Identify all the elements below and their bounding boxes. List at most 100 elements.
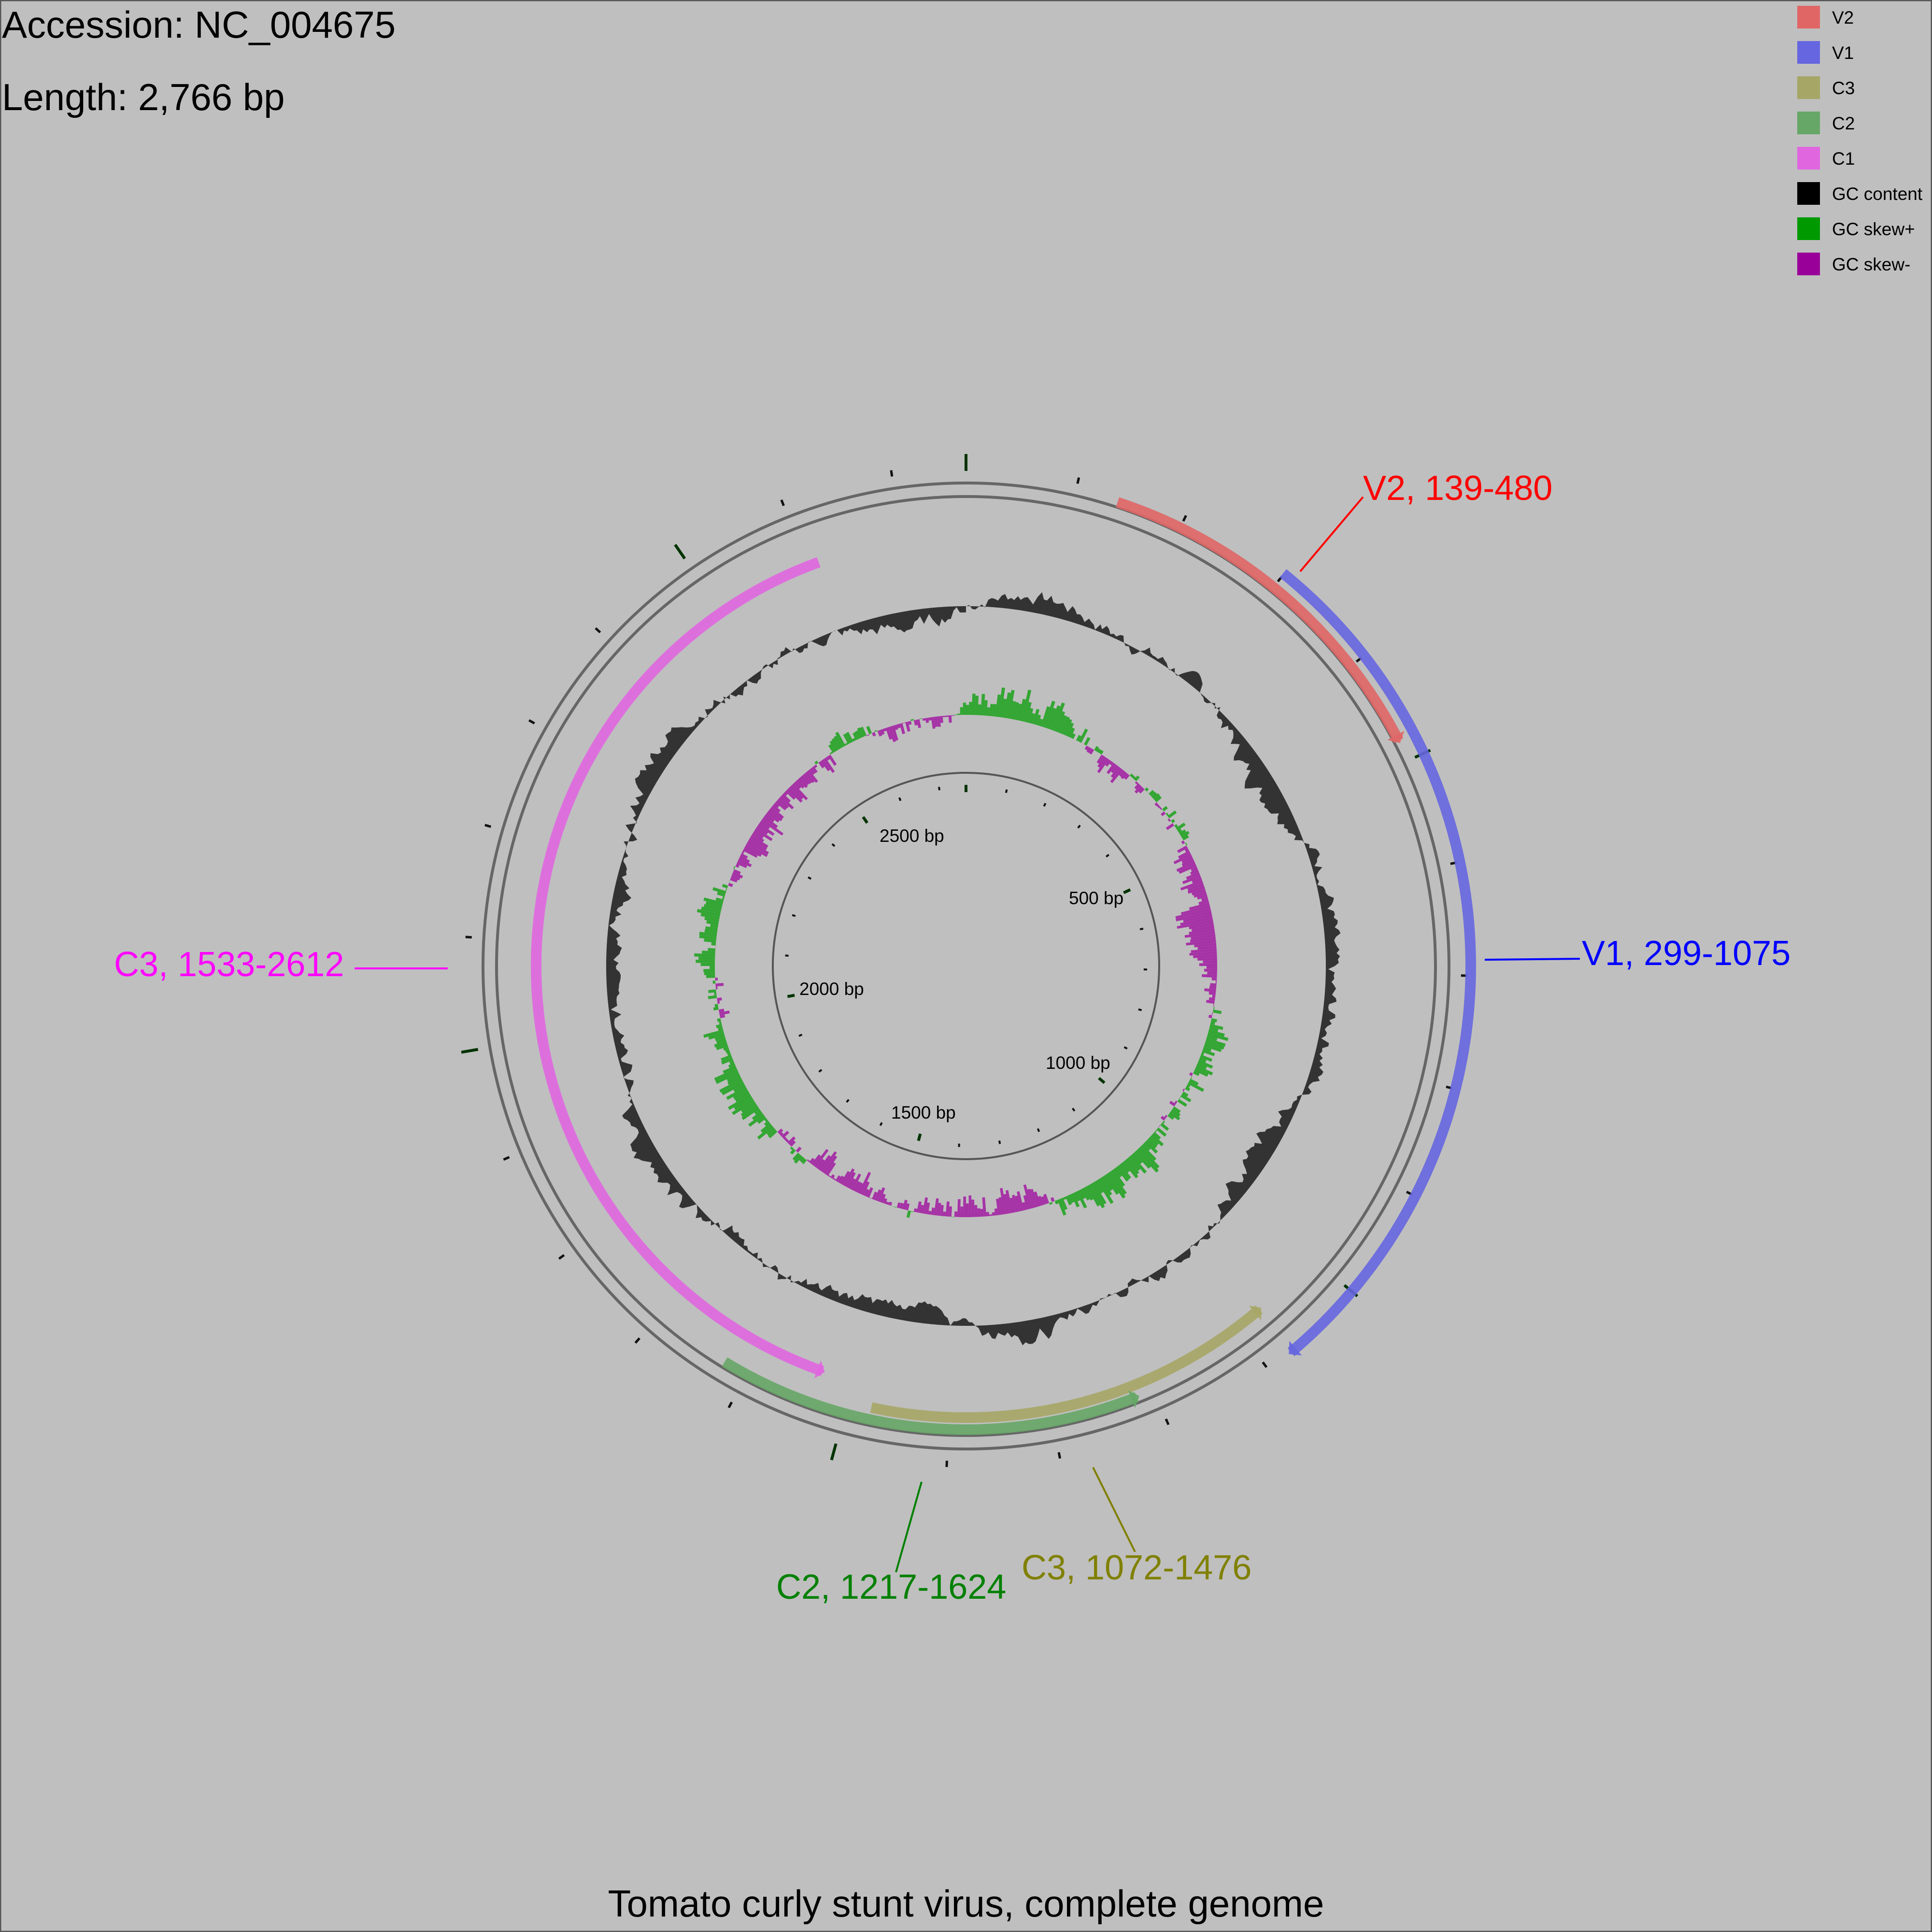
gc-skew-segment: [759, 821, 770, 830]
gc-skew-segment: [1162, 1121, 1165, 1124]
gc-skew-segment: [1079, 728, 1088, 743]
gc-skew-segment: [957, 1199, 961, 1217]
gc-skew-segment: [694, 953, 715, 957]
gc-skew-segment: [1189, 951, 1217, 956]
gc-skew-segment: [880, 729, 885, 735]
gc-skew-segment: [1012, 702, 1019, 720]
gc-skew-segment: [1049, 1202, 1053, 1205]
gc-skew-segment: [823, 1155, 838, 1175]
outer-tick: [1076, 477, 1080, 484]
gc-skew-segment: [740, 1104, 758, 1117]
gc-skew-segment: [968, 1195, 972, 1217]
gc-skew-segment: [1154, 796, 1162, 803]
gc-skew-segment: [1049, 705, 1061, 730]
gc-skew-segment: [1205, 1040, 1224, 1050]
gc-skew-segment: [937, 1203, 941, 1216]
gc-skew-segment: [1213, 1009, 1222, 1014]
gc-skew-segment: [1127, 1156, 1141, 1171]
gc-skew-segment: [864, 1189, 869, 1197]
gc-skew-segment: [1192, 877, 1202, 884]
gc-skew-segment: [874, 1189, 881, 1201]
gc-skew-segment: [954, 714, 957, 715]
gc-skew-segment: [1094, 1180, 1104, 1194]
gc-skew-segment: [1179, 1096, 1181, 1100]
gc-skew-segment: [1195, 1065, 1213, 1076]
gc-skew-segment: [752, 1111, 763, 1121]
gc-skew-segment: [1210, 1021, 1215, 1025]
gc-skew-segment: [807, 769, 818, 783]
gc-skew-segment: [1144, 787, 1149, 792]
gc-skew-segment: [978, 704, 981, 715]
gc-skew-segment: [781, 1131, 789, 1138]
inner-tick: [1098, 1077, 1106, 1084]
gc-skew-segment: [954, 1211, 958, 1217]
gc-skew-segment: [764, 1121, 770, 1126]
gc-skew-segment: [1040, 706, 1051, 727]
gc-skew-segment: [980, 1208, 984, 1217]
gc-skew-segment: [1191, 934, 1216, 940]
feature-arc-c3: [870, 1305, 1263, 1423]
gc-skew-segment: [825, 1162, 836, 1176]
gc-skew-segment: [845, 732, 853, 743]
leader-line-v2: [1299, 496, 1364, 572]
gc-skew-segment: [1152, 793, 1160, 800]
gc-skew-segment: [982, 1197, 987, 1217]
gc-skew-segment: [1199, 963, 1217, 966]
gc-skew-segment: [757, 1116, 767, 1124]
gc-skew-segment: [1172, 1106, 1181, 1114]
outer-tick: [1165, 1418, 1170, 1425]
gc-skew-segment: [1165, 823, 1175, 830]
legend-label: C1: [1832, 149, 1855, 169]
gc-skew-segment: [701, 907, 721, 914]
gc-skew-segment: [913, 1208, 918, 1212]
gc-skew-segment: [1157, 804, 1161, 809]
gc-skew-segment: [1193, 1071, 1200, 1076]
gc-skew-segment: [1012, 1194, 1019, 1212]
gc-skew-segment: [1089, 748, 1094, 755]
gc-skew-segment: [1135, 781, 1138, 785]
gc-skew-segment: [807, 1159, 810, 1163]
gc-skew-segment: [1050, 1197, 1055, 1202]
gc-skew-segment: [720, 1014, 725, 1019]
gc-skew-segment: [931, 1208, 935, 1215]
gc-skew-segment: [1207, 1032, 1229, 1041]
gc-skew-segment: [951, 715, 954, 716]
gc-skew-segment: [1206, 1038, 1226, 1047]
gc-skew-segment: [696, 909, 721, 917]
inner-tick: [1077, 824, 1081, 829]
gc-skew-segment: [711, 942, 716, 946]
feature-arrowhead-c1: [814, 1360, 825, 1378]
gc-skew-segment: [718, 1009, 724, 1013]
gc-skew-segment: [728, 1094, 752, 1110]
gc-skew-segment: [1041, 1196, 1047, 1205]
gc-skew-segment: [1204, 988, 1216, 993]
gc-skew-segment: [1194, 1068, 1208, 1077]
gc-skew-segment: [1185, 1086, 1191, 1092]
gc-skew-segment: [963, 702, 966, 715]
legend-label: C2: [1832, 114, 1855, 133]
gc-skew-segment: [894, 1207, 897, 1208]
gc-skew-segment: [880, 1193, 886, 1203]
gc-skew-segment: [1084, 1186, 1094, 1201]
gc-skew-segment: [874, 730, 878, 732]
gc-skew-segment: [1142, 1142, 1151, 1151]
gc-skew-segment: [698, 956, 715, 960]
gc-skew-segment: [773, 802, 780, 808]
gc-skew-segment: [764, 1118, 768, 1122]
inner-tick: [831, 843, 836, 847]
gc-skew-segment: [833, 1178, 836, 1181]
gc-skew-segment: [1027, 1189, 1036, 1208]
gc-skew-segment: [1079, 1189, 1086, 1199]
gc-skew-segment: [1043, 1193, 1050, 1204]
legend: V2 V1 C3 C2 C1 GC content GC skew+ GC skew-: [1797, 6, 1923, 275]
gc-skew-segment: [1152, 1132, 1161, 1140]
gc-skew-segment: [1132, 1152, 1143, 1165]
gc-skew-segment: [867, 1187, 873, 1198]
gc-skew-segment: [1206, 966, 1217, 969]
inner-tick: [1123, 888, 1131, 895]
gc-skew-segment: [1009, 701, 1016, 719]
gc-skew-segment: [1122, 1160, 1138, 1179]
scale-label-2000: 2000 bp: [799, 979, 864, 999]
gc-skew-segment: [1057, 715, 1067, 733]
